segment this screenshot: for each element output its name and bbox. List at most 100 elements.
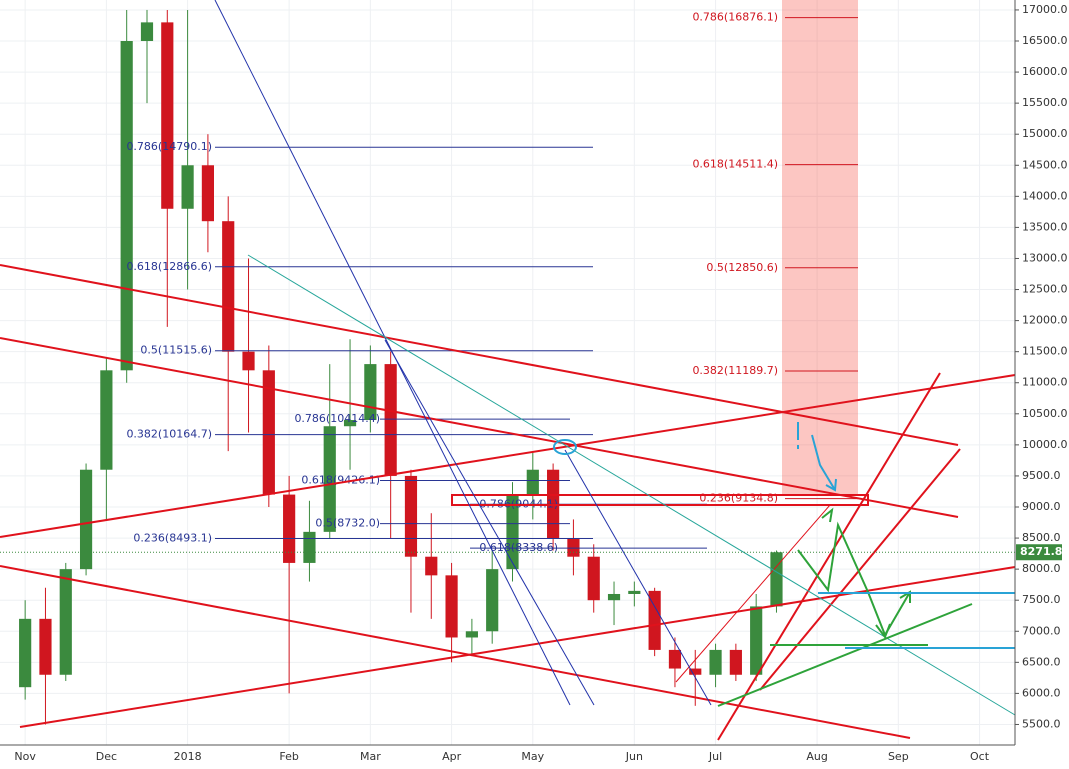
x-tick-label: Nov <box>14 750 36 763</box>
candle-body <box>445 575 458 638</box>
fib-label: 0.382(11189.7) <box>692 364 778 377</box>
fib-label: 0.5(8732.0) <box>315 517 380 530</box>
candle-body <box>222 221 235 352</box>
candle-body <box>486 569 499 632</box>
candle-body <box>161 22 174 209</box>
x-tick-label: Sep <box>888 750 909 763</box>
x-tick-label: Oct <box>970 750 990 763</box>
candle-body <box>303 531 316 563</box>
x-tick-label: Dec <box>96 750 117 763</box>
price-axis-bg <box>1015 0 1069 765</box>
candle-body <box>689 668 702 675</box>
fib-label: 0.5(11515.6) <box>140 344 212 357</box>
candle-body <box>100 370 113 470</box>
y-tick-label: 8000.0 <box>1022 562 1061 575</box>
arrowhead <box>821 507 834 523</box>
candle-body <box>628 590 641 594</box>
y-tick-label: 16500.0 <box>1022 34 1068 47</box>
axes: 5500.0 6000.0 6500.0 7000.0 7500.0 8000.0 8500… <box>0 3 1068 763</box>
target-zone <box>782 0 858 495</box>
last-price-label: 8271.8 <box>1020 545 1062 558</box>
candle-body <box>587 556 600 601</box>
trendline <box>564 449 712 706</box>
fib-label: 0.382(10164.7) <box>126 428 212 441</box>
candle-body <box>140 22 154 42</box>
y-tick-label: 7000.0 <box>1022 624 1061 637</box>
y-tick-label: 10500.0 <box>1022 407 1068 420</box>
y-tick-label: 9500.0 <box>1022 469 1061 482</box>
candle-body <box>729 649 742 675</box>
trendline <box>717 603 973 707</box>
x-tick-label: Jul <box>708 750 722 763</box>
trendline <box>717 372 941 741</box>
candle-body <box>283 494 296 563</box>
y-tick-label: 5500.0 <box>1022 717 1061 730</box>
candle-body <box>506 494 519 570</box>
fib-label: 0.5(12850.6) <box>706 261 778 274</box>
zone-box <box>451 494 869 506</box>
candle-body <box>770 552 783 607</box>
y-tick-label: 13500.0 <box>1022 220 1068 233</box>
y-tick-label: 11500.0 <box>1022 345 1068 358</box>
fib-label: 0.786(9044.1) <box>479 497 558 510</box>
candle-body <box>79 469 93 570</box>
green-drawings <box>717 507 973 707</box>
candle-body <box>201 165 214 222</box>
last-price-box <box>1016 544 1062 561</box>
fib-label: 0.786(14790.1) <box>126 140 212 153</box>
arrowhead <box>825 478 837 492</box>
candle-body <box>465 631 478 638</box>
x-tick-label: Aug <box>806 750 827 763</box>
trendline <box>0 374 1016 538</box>
candle-body <box>181 165 194 209</box>
x-tick-label: Apr <box>442 750 462 763</box>
y-tick-label: 7500.0 <box>1022 593 1061 606</box>
x-tick-label: 2018 <box>174 750 202 763</box>
fib-label: 0.236(8493.1) <box>133 531 212 544</box>
y-tick-label: 6500.0 <box>1022 655 1061 668</box>
trendline <box>0 337 959 518</box>
candle-body <box>750 606 763 675</box>
candle-body <box>404 475 418 557</box>
y-tick-label: 14500.0 <box>1022 158 1068 171</box>
candle-body <box>120 41 133 371</box>
fib-label: 0.786(10414.4) <box>294 412 380 425</box>
trendline <box>384 339 595 706</box>
arrowhead <box>875 623 891 640</box>
fib-label: 0.786(16876.1) <box>692 11 778 24</box>
candle-body <box>425 556 438 576</box>
fibonacci: 0.786(14790.1) 0.618(12866.6) 0.5(11515.6)… <box>126 11 858 554</box>
blue-trendlines <box>214 0 712 706</box>
y-tick-label: 9000.0 <box>1022 500 1061 513</box>
y-tick-label: 12500.0 <box>1022 283 1068 296</box>
highlight <box>553 439 577 455</box>
fib-label: 0.618(8338.6) <box>479 541 558 554</box>
trendline <box>0 264 959 446</box>
y-tick-label: 17000.0 <box>1022 3 1068 16</box>
candle-body <box>323 426 336 532</box>
x-tick-label: Feb <box>279 750 298 763</box>
y-tick-label: 12000.0 <box>1022 314 1068 327</box>
fib-label: 0.236(9134.8) <box>699 492 778 505</box>
candle-body <box>709 649 722 675</box>
blue-levels <box>553 422 1022 649</box>
candle-body <box>607 593 621 601</box>
candle-body <box>242 351 255 371</box>
grid <box>0 0 1015 745</box>
candle-body <box>262 370 275 495</box>
candle-body <box>668 649 682 669</box>
fib-label: 0.618(12866.6) <box>126 260 212 273</box>
drawings <box>0 0 1022 741</box>
y-tick-label: 8500.0 <box>1022 531 1061 544</box>
y-tick-label: 15500.0 <box>1022 96 1068 109</box>
y-tick-label: 11000.0 <box>1022 376 1068 389</box>
x-tick-label: Jun <box>625 750 643 763</box>
y-tick-label: 6000.0 <box>1022 686 1061 699</box>
fib-label: 0.618(14511.4) <box>692 158 778 171</box>
candle-body <box>19 618 32 688</box>
y-tick-label: 14000.0 <box>1022 189 1068 202</box>
x-tick-label: May <box>521 750 544 763</box>
x-tick-label: Mar <box>360 750 381 763</box>
candle-body <box>343 420 357 427</box>
